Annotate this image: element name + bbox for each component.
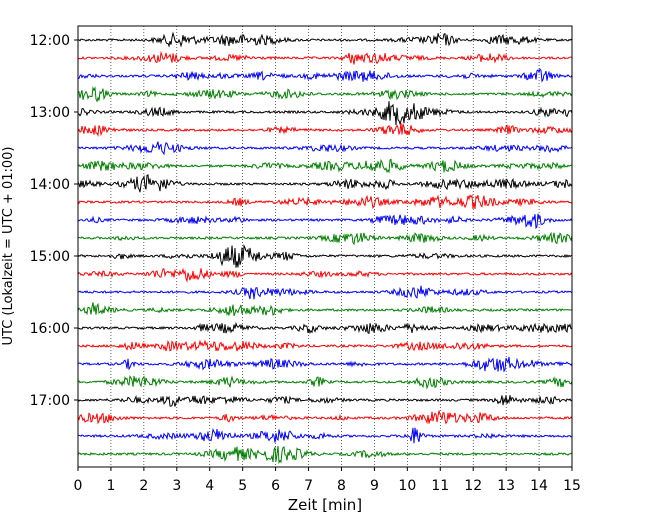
trace-line [77, 231, 573, 246]
trace-line [77, 356, 573, 373]
x-tick-label: 8 [337, 478, 346, 494]
trace-line [77, 141, 573, 156]
x-tick-label: 13 [497, 478, 515, 494]
x-tick-label: 10 [398, 478, 416, 494]
y-tick-label: 12:00 [30, 33, 70, 49]
trace-line [77, 302, 573, 316]
trace-line [77, 174, 573, 193]
y-tick-label: 14:00 [30, 177, 70, 193]
trace-line [77, 194, 573, 210]
x-tick-label: 9 [370, 478, 379, 494]
trace-line [77, 339, 573, 352]
trace-line [77, 50, 573, 65]
trace-line [77, 101, 573, 126]
x-axis-ticks: 0 1 2 3 4 5 6 7 8 9 10 11 12 13 14 15 [74, 467, 581, 494]
x-tick-label: 15 [563, 478, 581, 494]
x-tick-label: 12 [464, 478, 482, 494]
trace-line [77, 86, 573, 103]
x-tick-label: 14 [530, 478, 548, 494]
x-tick-label: 11 [431, 478, 449, 494]
trace-line [77, 213, 573, 230]
trace-line [77, 122, 573, 137]
trace-line [77, 243, 573, 268]
trace-line [77, 395, 573, 407]
y-axis-ticks: 12:00 13:00 14:00 15:00 16:00 17:00 [30, 33, 78, 409]
x-axis-label: Zeit [min] [288, 496, 362, 514]
trace-line [77, 321, 573, 335]
trace-line [77, 445, 573, 465]
x-tick-label: 2 [139, 478, 148, 494]
trace-line [77, 68, 573, 83]
y-tick-label: 15:00 [30, 249, 70, 265]
y-axis-label: UTC (Lokalzeit = UTC + 01:00) [1, 147, 16, 346]
x-tick-label: 7 [304, 478, 313, 494]
seismogram-traces [77, 31, 573, 465]
trace-line [77, 427, 573, 444]
trace-line [77, 410, 573, 425]
trace-line [77, 285, 573, 300]
plot-frame [77, 25, 573, 468]
trace-line [77, 374, 573, 390]
y-tick-label: 13:00 [30, 105, 70, 121]
trace-line [77, 31, 573, 48]
trace-line [77, 158, 573, 174]
x-tick-label: 5 [238, 478, 247, 494]
x-tick-label: 1 [106, 478, 115, 494]
x-tick-label: 6 [271, 478, 280, 494]
x-tick-label: 0 [74, 478, 83, 494]
x-tick-label: 3 [172, 478, 181, 494]
y-tick-label: 17:00 [30, 393, 70, 409]
y-tick-label: 16:00 [30, 321, 70, 337]
trace-line [77, 267, 573, 283]
x-tick-label: 4 [205, 478, 214, 494]
